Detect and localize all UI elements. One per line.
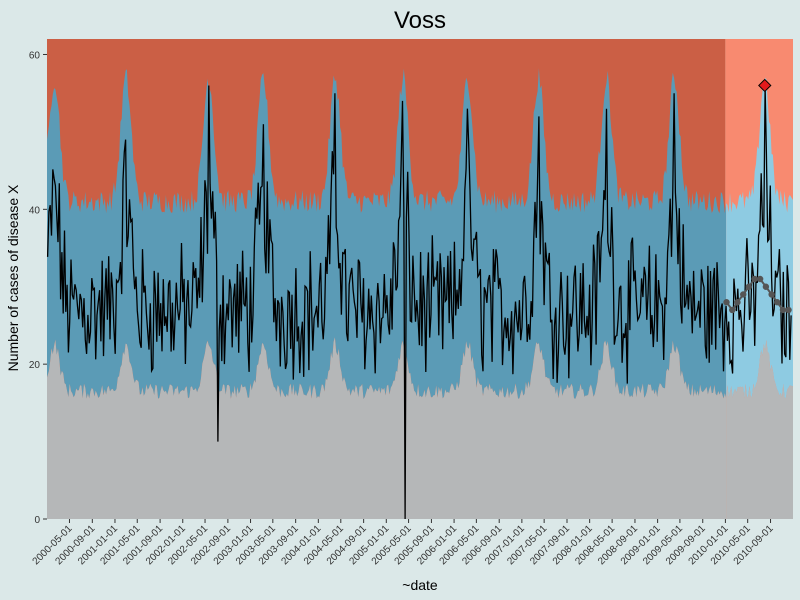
forecast-points	[723, 275, 792, 314]
y-axis-title: Number of cases of disease X	[5, 184, 21, 371]
forecast-point	[723, 299, 730, 306]
forecast-point	[756, 275, 764, 283]
x-axis: 2000-05-012000-09-012001-01-012001-05-01…	[31, 519, 776, 567]
history-lower-region	[47, 337, 727, 519]
y-axis: 0 20 40 60	[29, 50, 47, 526]
forecast-point	[785, 306, 792, 314]
forecast-point	[745, 283, 753, 290]
forecast-point	[751, 275, 758, 283]
forecast-point	[779, 306, 787, 314]
y-tick-label: 0	[34, 515, 40, 526]
forecast-point	[729, 306, 736, 314]
highlighted-point-marker	[758, 78, 772, 93]
plot-area	[46, 39, 793, 520]
observed-series-line	[46, 85, 792, 520]
forecast-lower-region	[726, 339, 793, 519]
forecast-point	[734, 299, 741, 306]
y-tick-label: 20	[29, 360, 41, 371]
forecast-point	[774, 299, 781, 306]
forecast-point	[762, 283, 770, 290]
forecast-point	[768, 291, 775, 298]
chart-title: Voss	[394, 7, 446, 34]
forecast-band	[726, 78, 793, 399]
y-tick-label: 60	[29, 50, 41, 61]
y-tick-label: 40	[29, 205, 41, 216]
x-axis-title: ~date	[402, 577, 438, 593]
forecast-point	[740, 291, 747, 298]
